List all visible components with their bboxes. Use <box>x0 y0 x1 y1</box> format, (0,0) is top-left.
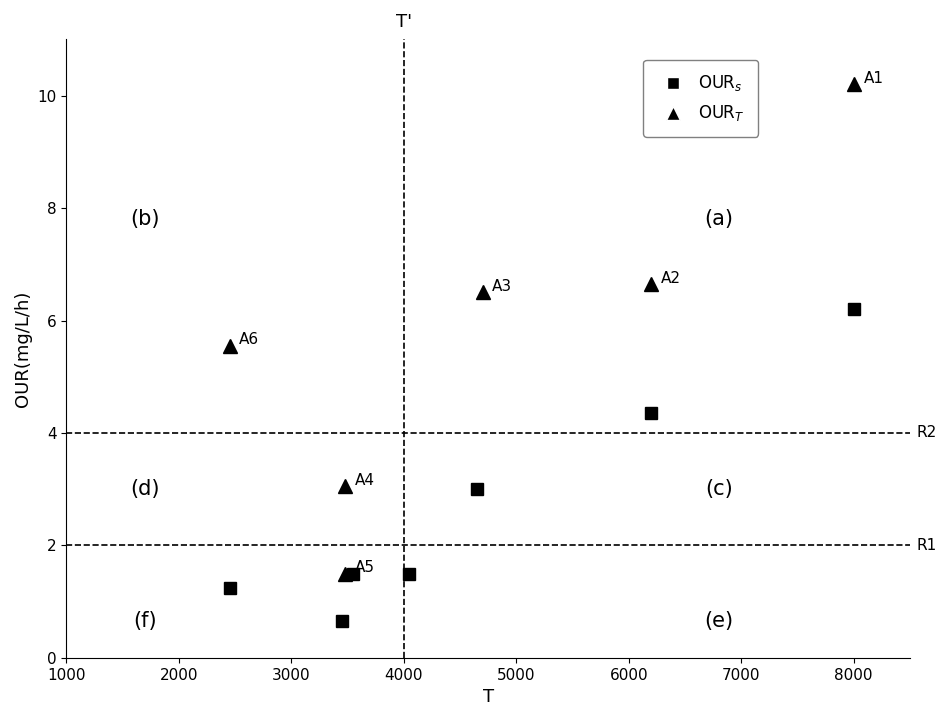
Text: (b): (b) <box>130 210 160 230</box>
Text: (c): (c) <box>705 480 732 499</box>
Text: A4: A4 <box>355 473 375 488</box>
Text: R2: R2 <box>917 426 937 441</box>
Text: (d): (d) <box>130 480 160 499</box>
X-axis label: T: T <box>483 688 494 706</box>
Y-axis label: OUR(mg/L/h): OUR(mg/L/h) <box>14 290 32 407</box>
Text: (a): (a) <box>704 210 733 230</box>
Text: A2: A2 <box>661 271 681 286</box>
Text: A6: A6 <box>239 333 259 348</box>
Legend: OUR$_s$, OUR$_T$: OUR$_s$, OUR$_T$ <box>643 60 758 137</box>
Text: R1: R1 <box>917 538 937 553</box>
Text: A1: A1 <box>864 71 884 86</box>
Text: A5: A5 <box>355 560 375 575</box>
Text: (f): (f) <box>133 611 157 631</box>
Text: T': T' <box>396 13 412 31</box>
Text: A3: A3 <box>492 279 512 294</box>
Text: (e): (e) <box>704 611 733 631</box>
